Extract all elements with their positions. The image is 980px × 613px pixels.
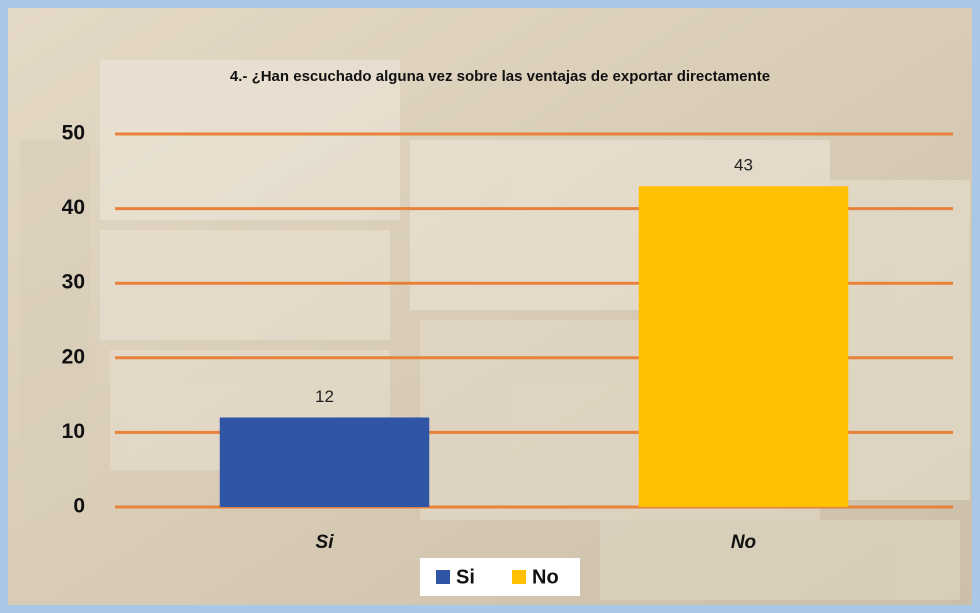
bar bbox=[638, 186, 849, 507]
data-label: 43 bbox=[734, 156, 753, 175]
y-tick-label: 0 bbox=[73, 495, 85, 518]
legend: Si No bbox=[436, 566, 559, 588]
legend-label: No bbox=[532, 566, 559, 588]
data-label: 12 bbox=[315, 387, 334, 406]
legend-label: Si bbox=[456, 566, 475, 588]
y-tick-label: 20 bbox=[62, 345, 85, 368]
x-tick-label: Si bbox=[316, 532, 335, 553]
legend-swatch bbox=[512, 570, 526, 584]
chart-title: 4.- ¿Han escuchado alguna vez sobre las … bbox=[230, 68, 770, 85]
y-tick-label: 10 bbox=[62, 420, 85, 443]
bar bbox=[219, 417, 430, 507]
x-tick-label: No bbox=[731, 532, 756, 553]
y-tick-label: 40 bbox=[62, 196, 85, 219]
y-tick-label: 50 bbox=[62, 122, 85, 145]
marks bbox=[219, 186, 849, 507]
y-tick-label: 30 bbox=[62, 271, 85, 294]
legend-swatch bbox=[436, 570, 450, 584]
